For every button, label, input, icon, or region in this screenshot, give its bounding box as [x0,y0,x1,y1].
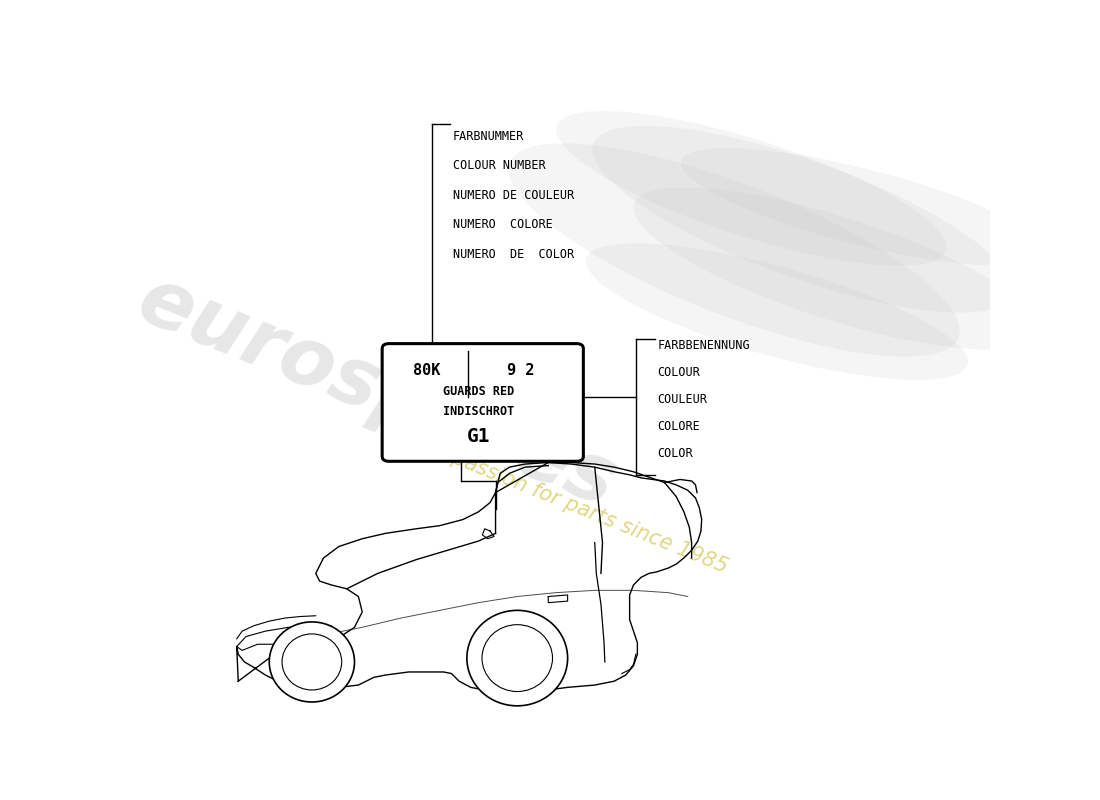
Text: NUMERO DE COULEUR: NUMERO DE COULEUR [453,189,574,202]
Ellipse shape [466,610,568,706]
Ellipse shape [557,111,946,266]
Ellipse shape [592,126,1013,313]
FancyBboxPatch shape [382,344,583,462]
Ellipse shape [482,625,552,691]
Ellipse shape [282,634,342,690]
Text: 80K: 80K [412,362,440,378]
Text: NUMERO  COLORE: NUMERO COLORE [453,218,552,231]
Text: FARBBENENNUNG: FARBBENENNUNG [658,339,750,352]
Text: COLORE: COLORE [658,420,701,434]
Ellipse shape [270,622,354,702]
Text: 9 2: 9 2 [507,362,534,378]
Ellipse shape [634,187,1040,350]
Ellipse shape [681,148,1043,266]
Text: GUARDS RED: GUARDS RED [443,385,515,398]
Ellipse shape [508,143,960,357]
Text: G1: G1 [468,427,491,446]
Text: COULEUR: COULEUR [658,393,707,406]
Text: COLOUR NUMBER: COLOUR NUMBER [453,159,546,172]
Text: eurospares: eurospares [125,260,627,523]
Text: NUMERO  DE  COLOR: NUMERO DE COLOR [453,248,574,261]
Text: FARBNUMMER: FARBNUMMER [453,130,525,142]
Text: a passion for parts since 1985: a passion for parts since 1985 [431,441,730,577]
Ellipse shape [586,243,968,380]
Text: COLOR: COLOR [658,447,693,460]
Text: INDISCHROT: INDISCHROT [443,405,515,418]
Text: COLOUR: COLOUR [658,366,701,379]
